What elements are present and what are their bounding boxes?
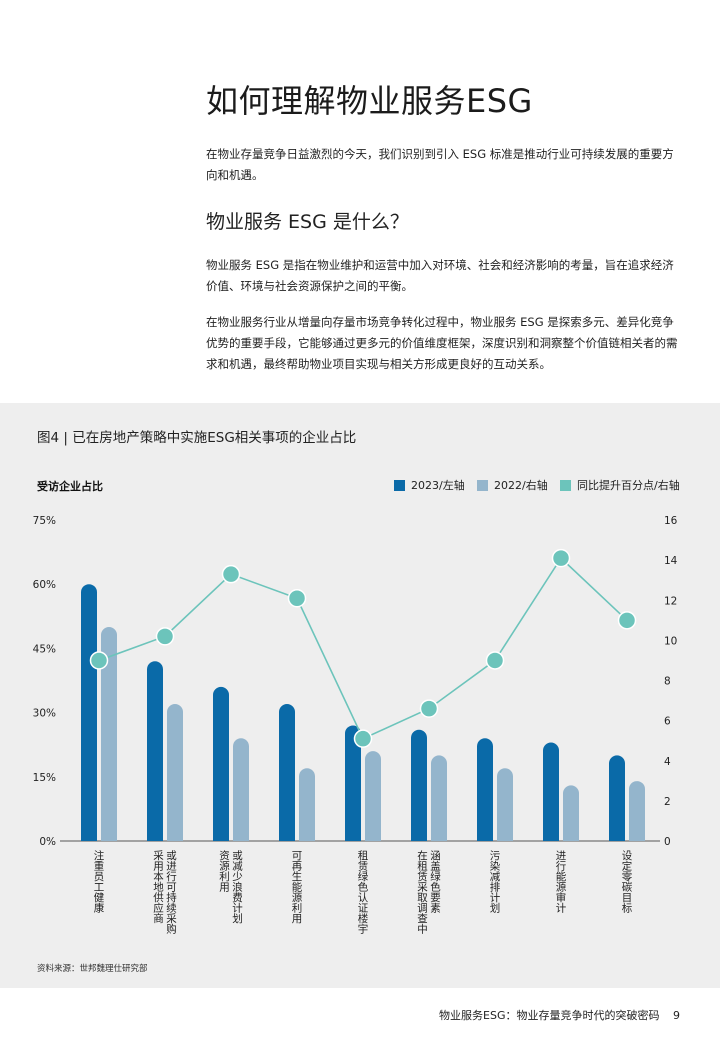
section-subheading: 物业服务 ESG 是什么？	[206, 211, 409, 233]
bar-2023	[213, 686, 229, 841]
category-label: 在租赁采取调查中	[416, 850, 428, 935]
page-title: 如何理解物业服务ESG	[206, 82, 533, 120]
category-label: 注重员工健康	[93, 849, 105, 913]
left-axis-tick-label: 75%	[33, 515, 56, 527]
bar-2022	[365, 751, 381, 841]
left-axis-title: 受访企业占比	[37, 480, 103, 493]
bar-2022	[431, 755, 447, 841]
left-axis-tick-label: 30%	[33, 708, 56, 720]
right-axis-tick-label: 6	[664, 716, 671, 728]
source-note: 资料来源：世邦魏理仕研究部	[37, 964, 148, 974]
right-axis-tick-label: 8	[664, 676, 671, 688]
left-axis-tick-label: 15%	[33, 772, 56, 784]
category-label: 或进行可持续采购	[165, 850, 177, 935]
delta-point	[353, 729, 373, 748]
right-axis-tick-label: 0	[664, 836, 671, 848]
legend-label-2022: 2022/右轴	[494, 479, 548, 492]
right-axis-tick-label: 10	[664, 635, 677, 647]
delta-point	[617, 611, 637, 630]
left-axis-tick-label: 60%	[33, 579, 56, 591]
bar-2023	[411, 729, 427, 841]
delta-point	[155, 627, 175, 646]
right-axis-tick-label: 14	[664, 555, 678, 567]
legend-swatch-2023	[394, 479, 405, 491]
page-number: 9	[673, 1009, 680, 1022]
category-label: 租赁绿色认证楼宇	[357, 849, 369, 934]
figure-title: 图4 | 已在房地产策略中实施ESG相关事项的企业占比	[37, 430, 357, 446]
bar-2023	[81, 584, 97, 841]
delta-point	[89, 651, 109, 670]
legend-swatch-2022	[477, 479, 488, 491]
bar-2023	[147, 661, 163, 841]
bar-2022	[233, 738, 249, 841]
bar-2023	[477, 738, 493, 841]
left-axis-tick-label: 0%	[39, 836, 56, 848]
bar-2022	[167, 704, 183, 841]
category-label: 或减少浪费计划	[231, 850, 243, 924]
bar-2022	[101, 627, 117, 841]
bar-2023	[543, 742, 559, 841]
left-axis-tick-label: 45%	[33, 643, 56, 655]
delta-point	[485, 651, 505, 670]
delta-point	[551, 548, 571, 568]
category-label: 污染减排计划	[489, 850, 501, 913]
legend-label-delta: 同比提升百分点/右轴	[577, 479, 680, 492]
bar-2022	[299, 768, 315, 841]
bar-2023	[609, 755, 625, 841]
bar-2023	[345, 725, 361, 841]
delta-point	[287, 588, 307, 608]
legend-item-2022: 2022/右轴	[477, 477, 548, 493]
category-label: 涵盖绿色要素	[429, 849, 441, 913]
bar-2023	[279, 704, 295, 841]
right-axis-tick-label: 4	[664, 756, 671, 768]
category-label: 进行能源审计	[555, 850, 567, 914]
delta-point	[419, 699, 439, 718]
category-label: 采用本地供应商	[152, 850, 164, 924]
right-axis-tick-label: 16	[664, 515, 678, 527]
right-axis-tick-label: 2	[664, 796, 671, 808]
bar-2022	[629, 781, 645, 841]
legend-item-2023: 2023/左轴	[394, 477, 465, 493]
category-label: 设定零碳目标	[621, 850, 633, 914]
category-label: 资源利用	[218, 850, 230, 893]
right-axis-tick-label: 12	[664, 595, 677, 607]
legend-swatch-delta	[560, 479, 571, 491]
delta-point	[221, 564, 241, 584]
legend-label-2023: 2023/左轴	[411, 479, 465, 492]
category-label: 可再生能源利用	[291, 850, 303, 924]
intro-paragraph: 在物业存量竞争日益激烈的今天，我们识别到引入 ESG 标准是推动行业可持续发展的…	[206, 147, 674, 182]
footer-title: 物业服务ESG：物业存量竞争时代的突破密码	[439, 1009, 660, 1022]
definition-paragraph: 物业服务 ESG 是指在物业维护和运营中加入对环境、社会和经济影响的考量，旨在追…	[206, 258, 674, 293]
bar-2022	[563, 785, 579, 841]
context-paragraph: 在物业服务行业从增量向存量市场竞争转化过程中，物业服务 ESG 是探索多元、差异…	[206, 315, 678, 371]
bar-2022	[497, 768, 513, 841]
figure-panel	[0, 403, 720, 988]
legend-item-delta: 同比提升百分点/右轴	[560, 477, 680, 493]
page-footer: 物业服务ESG：物业存量竞争时代的突破密码 9	[439, 1007, 680, 1023]
